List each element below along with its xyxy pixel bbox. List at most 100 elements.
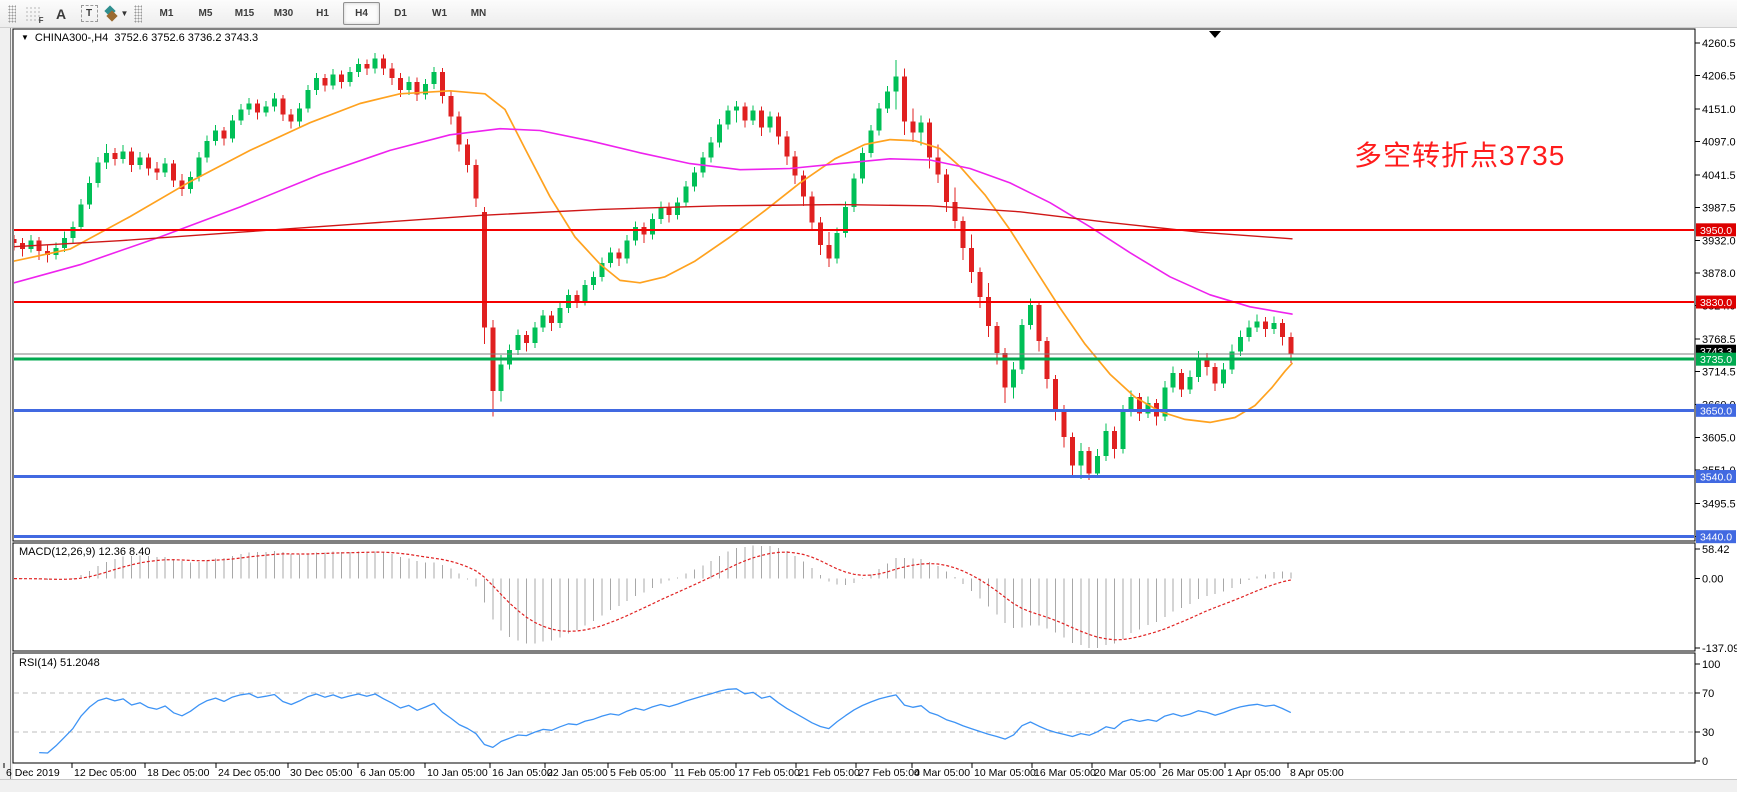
time-tick-label: 18 Dec 05:00 <box>147 767 210 779</box>
candle <box>1078 451 1084 466</box>
candle <box>456 116 462 145</box>
candle <box>372 58 378 69</box>
rsi-panel[interactable] <box>12 652 1696 764</box>
candle <box>725 110 731 125</box>
candle <box>599 262 605 277</box>
candle <box>1027 305 1033 325</box>
candle <box>439 72 445 97</box>
candle <box>952 202 958 221</box>
time-tick-label: 20 Mar 05:00 <box>1094 767 1156 779</box>
timeframe-m5-button[interactable]: M5 <box>198 8 213 19</box>
price-level-badge-label: 3650.0 <box>1700 405 1732 417</box>
timeframe-m30-button[interactable]: M30 <box>273 8 294 19</box>
candle <box>204 140 210 158</box>
left-gutter <box>0 28 13 780</box>
time-tick-label: 1 Apr 05:00 <box>1227 767 1281 779</box>
timeframe-h4-button[interactable]: H4 <box>343 2 380 25</box>
candle <box>154 168 160 173</box>
candle <box>1237 336 1243 352</box>
styles-brush-icon[interactable]: ▼ <box>103 2 130 26</box>
price-tick-label: 3878.0 <box>1702 268 1736 280</box>
time-tick-label: 12 Dec 05:00 <box>74 767 137 779</box>
macd-signal-line <box>13 551 1291 641</box>
candle <box>624 240 630 259</box>
time-tick-label: 10 Mar 05:00 <box>974 767 1036 779</box>
candle <box>87 182 93 205</box>
candle <box>876 108 882 131</box>
candle <box>288 114 294 122</box>
candle <box>347 72 353 82</box>
price-level-badge <box>1696 530 1736 544</box>
time-tick-label: 26 Mar 05:00 <box>1162 767 1224 779</box>
candle <box>616 252 622 259</box>
time-tick-label: 5 Feb 05:00 <box>610 767 666 779</box>
price-tick-label: 4206.5 <box>1702 70 1736 82</box>
candle <box>960 220 966 248</box>
candle <box>1019 324 1025 370</box>
candle <box>1195 357 1201 378</box>
time-tick-label: 6 Dec 2019 <box>6 767 60 779</box>
main-chart-layer <box>14 52 1694 539</box>
candle <box>305 90 311 109</box>
candle <box>381 58 387 69</box>
price-level-badge-label: 3540.0 <box>1700 472 1732 484</box>
candle <box>221 130 227 139</box>
candle <box>817 222 823 245</box>
candle <box>263 106 269 113</box>
timeframe-buttons: M1 M5 M15 M30 H1 H4 D1 W1 MN <box>147 2 498 25</box>
candle <box>498 364 504 392</box>
candle <box>28 240 34 250</box>
candle <box>683 186 689 203</box>
timeframe-m1-button[interactable]: M1 <box>159 8 174 19</box>
candle <box>691 172 697 187</box>
candle <box>1162 387 1168 417</box>
time-tick-label: 10 Jan 05:00 <box>427 767 488 779</box>
candle <box>557 308 563 324</box>
symbol-dropdown-icon[interactable]: ▼ <box>21 33 29 42</box>
candle <box>1288 336 1294 355</box>
price-tick-label: 4097.0 <box>1702 136 1736 148</box>
candle <box>255 103 261 113</box>
candle <box>1128 397 1134 412</box>
candle <box>213 130 219 141</box>
candle <box>523 335 529 343</box>
timeframe-h1-button[interactable]: H1 <box>316 8 329 19</box>
macd-panel[interactable] <box>12 542 1696 652</box>
candle <box>1271 323 1277 330</box>
candle <box>187 176 193 189</box>
candle <box>784 136 790 157</box>
candle <box>238 109 244 121</box>
candle <box>515 335 521 351</box>
candle <box>322 78 328 86</box>
candle <box>14 238 17 244</box>
candle <box>859 152 865 179</box>
timeframe-w1-button[interactable]: W1 <box>432 8 447 19</box>
timeframe-m15-button[interactable]: M15 <box>234 8 255 19</box>
candle <box>271 98 277 107</box>
main-chart-panel[interactable] <box>12 28 1696 542</box>
status-bar <box>0 779 1737 792</box>
candle <box>717 124 723 143</box>
font-a-icon[interactable]: A <box>55 5 67 22</box>
timeframe-mn-button[interactable]: MN <box>470 8 487 19</box>
grid-f-icon[interactable]: F <box>20 2 46 26</box>
rsi-line <box>39 688 1292 754</box>
toolbar: F A T ▼ M1 M5 M15 M30 H1 H4 D1 W1 MN <box>0 0 1737 28</box>
text-label-icon[interactable]: T <box>76 2 102 26</box>
candle <box>137 157 143 165</box>
price-tick-label: 3714.5 <box>1702 367 1736 379</box>
toolbar-grip[interactable] <box>134 4 142 23</box>
candle <box>910 121 916 133</box>
annotation-text[interactable]: 多空转折点3735 <box>1354 140 1566 171</box>
candle <box>733 106 739 111</box>
toolbar-grip[interactable] <box>8 4 16 23</box>
price-level-badge <box>1696 403 1736 417</box>
timeframe-d1-button[interactable]: D1 <box>394 8 407 19</box>
time-tick-label: 22 Jan 05:00 <box>547 767 608 779</box>
candle <box>1095 456 1101 474</box>
candle <box>120 151 126 159</box>
scroll-end-marker-icon[interactable] <box>1209 31 1221 38</box>
candle <box>103 152 109 163</box>
candle <box>1170 373 1176 388</box>
